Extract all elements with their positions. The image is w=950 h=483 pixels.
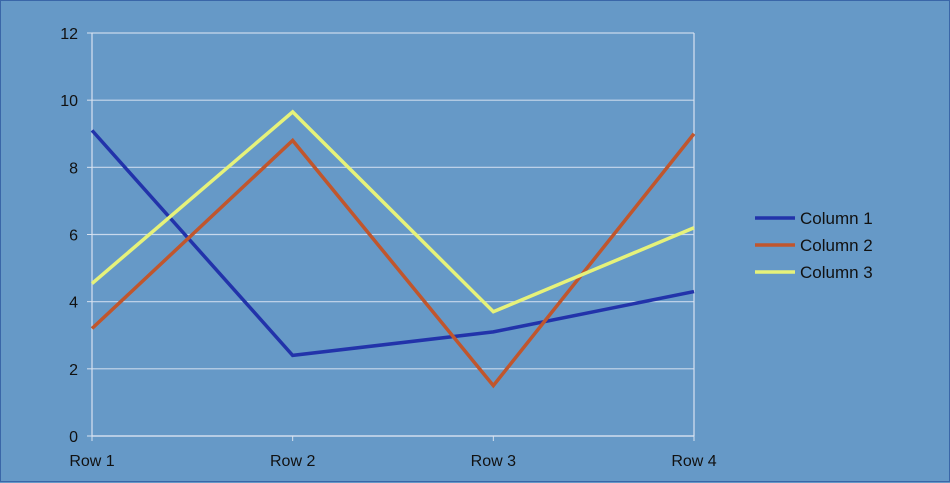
x-tick-label: Row 3 (471, 453, 516, 470)
legend-label: Column 3 (800, 263, 873, 282)
y-tick-label: 12 (60, 26, 78, 43)
series-line-1 (90, 129, 695, 358)
series-lines (90, 109, 696, 389)
y-tick-label: 10 (60, 93, 78, 110)
legend-entry: Column 1 (755, 209, 873, 228)
y-axis-ticks: 0 2 4 6 8 10 12 (60, 26, 92, 446)
series-line-3 (90, 109, 695, 314)
legend: Column 1 Column 2 Column 3 (755, 209, 873, 282)
y-tick-label: 4 (69, 295, 78, 312)
x-tick-label: Row 2 (270, 453, 315, 470)
legend-label: Column 1 (800, 209, 873, 228)
y-tick-label: 8 (69, 160, 78, 177)
legend-label: Column 2 (800, 236, 873, 255)
series-line-2 (90, 132, 696, 389)
x-axis-ticks: Row 1 Row 2 Row 3 Row 4 (69, 436, 717, 470)
y-tick-label: 6 (69, 228, 78, 245)
x-tick-label: Row 4 (671, 453, 716, 470)
x-tick-label: Row 1 (69, 453, 114, 470)
grid-lines (92, 32, 694, 437)
legend-entry: Column 3 (755, 263, 873, 282)
legend-entry: Column 2 (755, 236, 873, 255)
y-tick-label: 2 (69, 362, 78, 379)
y-tick-label: 0 (69, 429, 78, 446)
